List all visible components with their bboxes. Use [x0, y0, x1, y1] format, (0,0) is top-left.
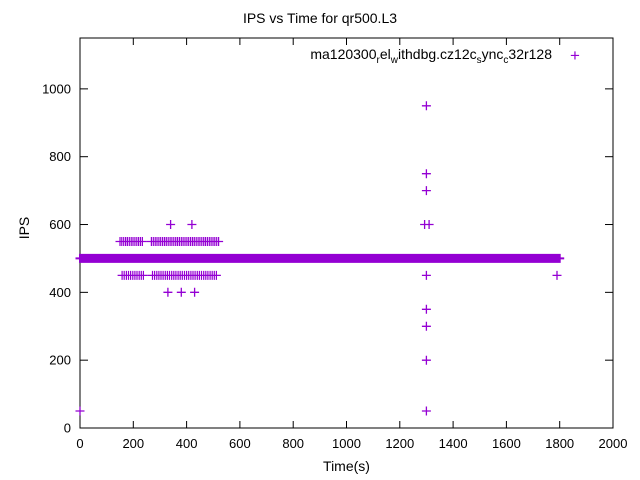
svg-text:800: 800 — [282, 436, 304, 451]
legend-label-text: 32r128 — [508, 46, 552, 62]
legend: ma120300relwithdbg.cz12csyncc32r128 + — [310, 46, 588, 66]
svg-text:600: 600 — [49, 217, 71, 232]
svg-text:2000: 2000 — [599, 436, 628, 451]
plus-marker-icon: + — [570, 45, 580, 65]
legend-label-subscript: r — [376, 54, 380, 66]
legend-label-text: ync — [481, 46, 504, 62]
svg-text:1400: 1400 — [439, 436, 468, 451]
legend-label-subscript: s — [476, 54, 482, 66]
legend-label-subscript: w — [390, 54, 398, 66]
svg-text:800: 800 — [49, 149, 71, 164]
svg-text:400: 400 — [49, 285, 71, 300]
legend-series-label: ma120300relwithdbg.cz12csyncc32r128 — [310, 46, 552, 66]
legend-label-text: ma120300 — [310, 46, 377, 62]
legend-label-text: el — [379, 46, 391, 62]
legend-label-text: ithdbg.cz12c — [398, 46, 477, 62]
x-axis-label: Time(s) — [323, 458, 370, 474]
svg-text:400: 400 — [176, 436, 198, 451]
svg-text:200: 200 — [49, 353, 71, 368]
chart-title: IPS vs Time for qr500.L3 — [242, 10, 398, 26]
svg-text:1200: 1200 — [385, 436, 414, 451]
svg-text:200: 200 — [122, 436, 144, 451]
svg-text:0: 0 — [76, 436, 83, 451]
svg-text:1000: 1000 — [332, 436, 361, 451]
svg-text:0: 0 — [64, 421, 71, 436]
svg-text:1600: 1600 — [492, 436, 521, 451]
svg-text:1000: 1000 — [42, 81, 71, 96]
svg-text:600: 600 — [229, 436, 251, 451]
svg-text:1800: 1800 — [545, 436, 574, 451]
legend-label-subscript: c — [503, 54, 509, 66]
